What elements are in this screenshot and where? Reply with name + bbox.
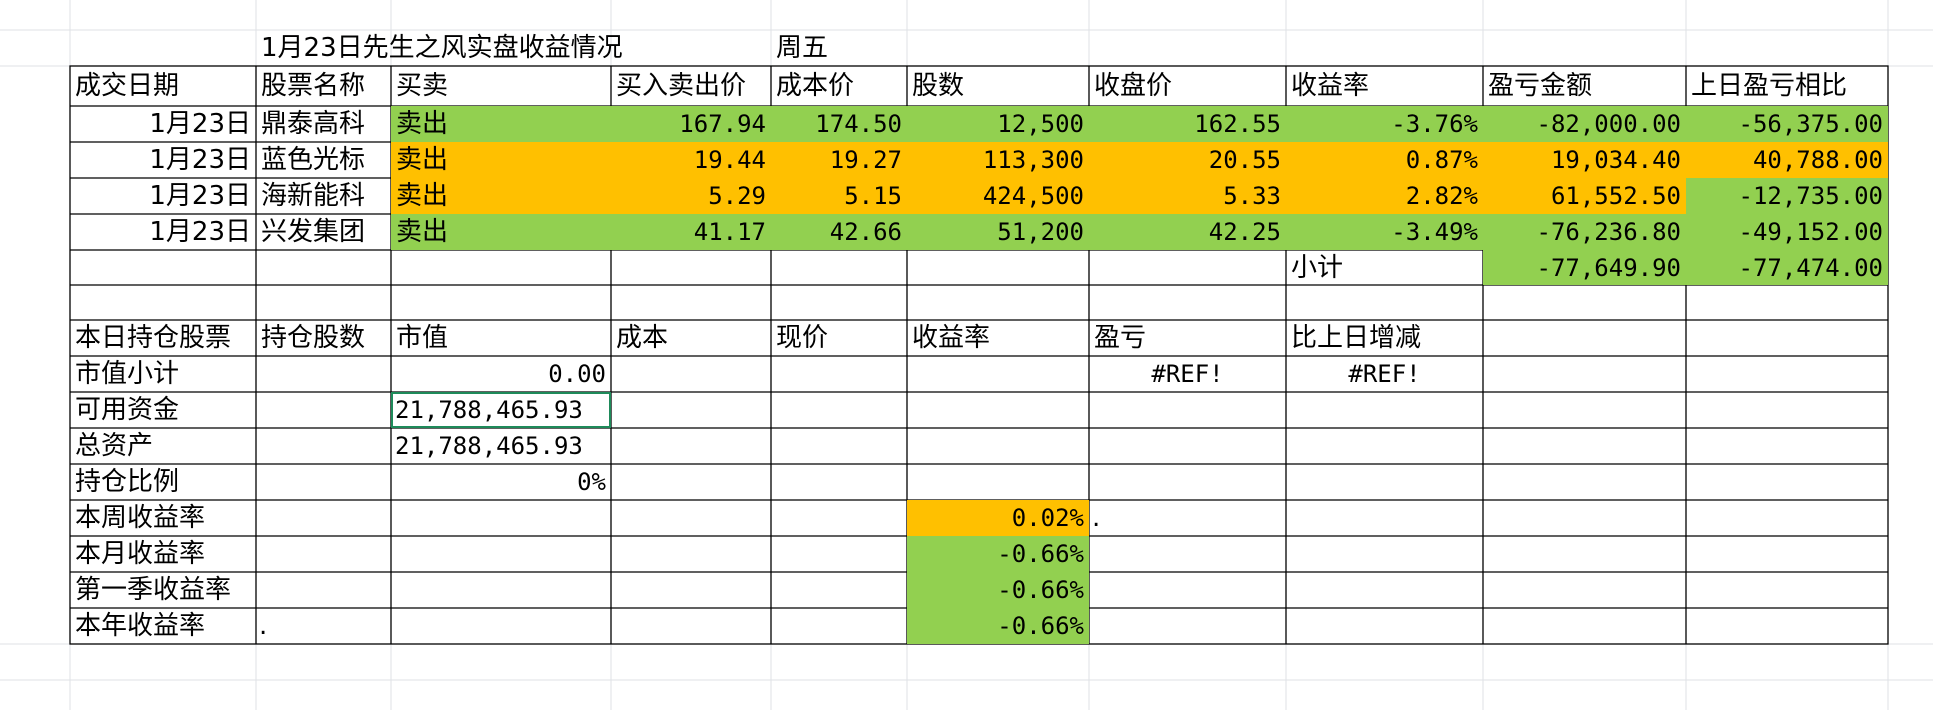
total-assets[interactable]: 21,788,465.93 bbox=[395, 432, 583, 460]
trade-close[interactable]: 162.55 bbox=[1089, 106, 1286, 142]
trade-cost[interactable]: 19.27 bbox=[771, 142, 907, 178]
trade-close[interactable]: 5.33 bbox=[1089, 178, 1286, 214]
trade-price[interactable]: 41.17 bbox=[611, 214, 771, 250]
holdings-header-shares[interactable]: 持仓股数 bbox=[261, 323, 366, 353]
holdings-header-price[interactable]: 现价 bbox=[776, 323, 829, 353]
trade-return-rate[interactable]: 0.87% bbox=[1286, 142, 1483, 178]
trade-vs-prev[interactable]: -49,152.00 bbox=[1686, 214, 1888, 250]
trade-vs-prev[interactable]: -12,735.00 bbox=[1686, 178, 1888, 214]
yearly-note-mark[interactable]: . bbox=[259, 611, 268, 641]
holdings-header-pnl[interactable]: 盈亏 bbox=[1094, 323, 1147, 353]
q1-return-label[interactable]: 第一季收益率 bbox=[75, 575, 232, 605]
trade-close[interactable]: 42.25 bbox=[1089, 214, 1286, 250]
trade-shares[interactable]: 424,500 bbox=[907, 178, 1089, 214]
trade-price[interactable]: 167.94 bbox=[611, 106, 771, 142]
monthly-return[interactable]: -0.66% bbox=[907, 536, 1089, 572]
col-header-side[interactable]: 买卖 bbox=[396, 71, 449, 101]
trade-pnl[interactable]: -76,236.80 bbox=[1483, 214, 1686, 250]
holdings-header-market-value[interactable]: 市值 bbox=[396, 323, 449, 353]
monthly-return-label[interactable]: 本月收益率 bbox=[75, 539, 206, 569]
trade-return-rate[interactable]: -3.49% bbox=[1286, 214, 1483, 250]
col-header-stock-name[interactable]: 股票名称 bbox=[261, 71, 366, 101]
col-header-return-rate[interactable]: 收益率 bbox=[1291, 71, 1370, 101]
holdings-header-cost[interactable]: 成本 bbox=[616, 323, 669, 353]
trade-pnl[interactable]: 61,552.50 bbox=[1483, 178, 1686, 214]
holdings-header-return-rate[interactable]: 收益率 bbox=[912, 323, 991, 353]
trade-date[interactable]: 1月23日 bbox=[149, 109, 251, 139]
trade-shares[interactable]: 51,200 bbox=[907, 214, 1089, 250]
market-value[interactable]: 0.00 bbox=[548, 360, 606, 388]
q1-return[interactable]: -0.66% bbox=[907, 572, 1089, 608]
col-header-trade-price[interactable]: 买入卖出价 bbox=[616, 71, 747, 101]
change-ref-error[interactable]: #REF! bbox=[1348, 360, 1421, 388]
yearly-return-label[interactable]: 本年收益率 bbox=[75, 611, 206, 641]
trade-return-rate[interactable]: -3.76% bbox=[1286, 106, 1483, 142]
trade-date[interactable]: 1月23日 bbox=[149, 145, 251, 175]
trade-shares[interactable]: 113,300 bbox=[907, 142, 1089, 178]
col-header-pnl[interactable]: 盈亏金额 bbox=[1488, 71, 1593, 101]
col-header-vs-prev[interactable]: 上日盈亏相比 bbox=[1691, 71, 1848, 101]
col-header-date[interactable]: 成交日期 bbox=[75, 71, 180, 101]
subtotal-label[interactable]: 小计 bbox=[1291, 252, 1344, 283]
trade-price[interactable]: 19.44 bbox=[611, 142, 771, 178]
weekly-return[interactable]: 0.02% bbox=[907, 500, 1089, 536]
trade-side[interactable]: 卖出 bbox=[391, 142, 611, 178]
available-funds-cell[interactable]: 21,788,465.93 bbox=[391, 392, 611, 428]
sheet-title[interactable]: 1月23日先生之风实盘收益情况 bbox=[261, 33, 623, 63]
trade-price[interactable]: 5.29 bbox=[611, 178, 771, 214]
col-header-shares[interactable]: 股数 bbox=[912, 71, 965, 101]
position-ratio[interactable]: 0% bbox=[577, 468, 606, 496]
trade-pnl[interactable]: -82,000.00 bbox=[1483, 106, 1686, 142]
trade-close[interactable]: 20.55 bbox=[1089, 142, 1286, 178]
total-assets-label[interactable]: 总资产 bbox=[75, 431, 154, 461]
holdings-header-stock[interactable]: 本日持仓股票 bbox=[75, 323, 232, 353]
trade-cost[interactable]: 5.15 bbox=[771, 178, 907, 214]
trade-vs-prev[interactable]: -56,375.00 bbox=[1686, 106, 1888, 142]
trade-cost[interactable]: 174.50 bbox=[771, 106, 907, 142]
trade-vs-prev[interactable]: 40,788.00 bbox=[1686, 142, 1888, 178]
holdings-header-change[interactable]: 比上日增减 bbox=[1291, 323, 1422, 353]
subtotal-vs-prev[interactable]: -77,474.00 bbox=[1686, 250, 1888, 285]
col-header-close[interactable]: 收盘价 bbox=[1094, 71, 1173, 101]
subtotal-pnl[interactable]: -77,649.90 bbox=[1483, 250, 1686, 285]
trade-shares[interactable]: 12,500 bbox=[907, 106, 1089, 142]
weekday-label[interactable]: 周五 bbox=[776, 33, 829, 63]
trade-stock-name[interactable]: 鼎泰高科 bbox=[261, 109, 366, 139]
trade-pnl[interactable]: 19,034.40 bbox=[1483, 142, 1686, 178]
pnl-ref-error[interactable]: #REF! bbox=[1151, 360, 1224, 388]
available-funds-label[interactable]: 可用资金 bbox=[75, 395, 180, 425]
weekly-return-label[interactable]: 本周收益率 bbox=[75, 503, 206, 533]
trade-return-rate[interactable]: 2.82% bbox=[1286, 178, 1483, 214]
trade-side[interactable]: 卖出 bbox=[391, 214, 611, 250]
position-ratio-label[interactable]: 持仓比例 bbox=[75, 467, 180, 497]
trade-side[interactable]: 卖出 bbox=[391, 178, 611, 214]
trade-date[interactable]: 1月23日 bbox=[149, 181, 251, 211]
trade-date[interactable]: 1月23日 bbox=[149, 217, 251, 247]
trade-stock-name[interactable]: 海新能科 bbox=[261, 181, 366, 211]
market-value-label[interactable]: 市值小计 bbox=[75, 359, 180, 389]
yearly-return[interactable]: -0.66% bbox=[907, 608, 1089, 644]
weekly-note-mark[interactable]: . bbox=[1092, 503, 1101, 533]
col-header-cost[interactable]: 成本价 bbox=[776, 71, 855, 101]
trade-cost[interactable]: 42.66 bbox=[771, 214, 907, 250]
trade-stock-name[interactable]: 蓝色光标 bbox=[261, 145, 366, 175]
trade-side[interactable]: 卖出 bbox=[391, 106, 611, 142]
trade-stock-name[interactable]: 兴发集团 bbox=[261, 217, 366, 247]
